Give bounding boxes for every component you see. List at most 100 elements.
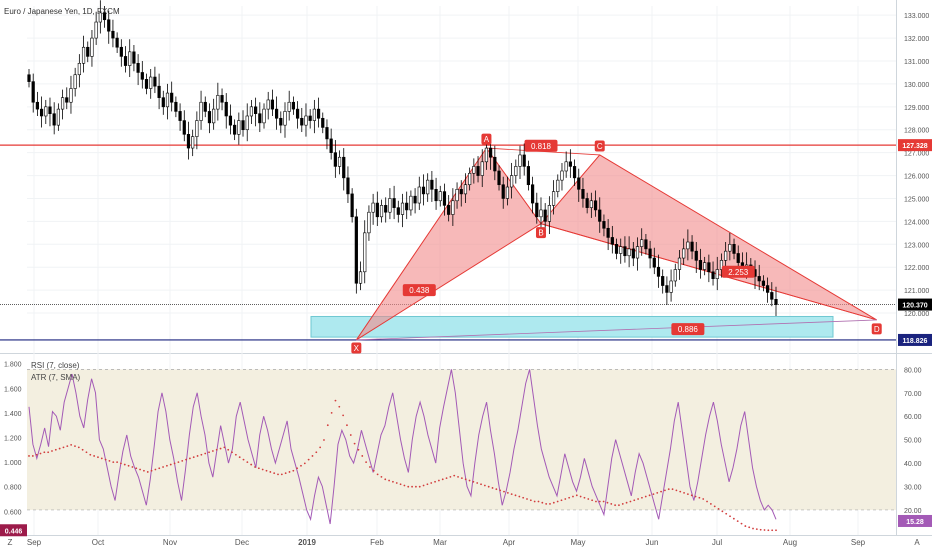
atr-dot (246, 461, 249, 464)
candle-body (123, 56, 128, 66)
candle-body (698, 260, 703, 270)
candle-body (191, 136, 195, 149)
candle-body (161, 97, 165, 108)
atr-dot (365, 461, 368, 464)
atr-dot (62, 446, 65, 449)
candle-body (547, 205, 551, 222)
candle-body (65, 97, 69, 103)
candle-body (766, 285, 770, 293)
atr-dot (775, 529, 777, 532)
candle-body (266, 99, 270, 110)
atr-dot (426, 483, 429, 486)
candle-body (593, 200, 598, 211)
candle-body (635, 246, 640, 259)
candle-body (690, 241, 694, 252)
rsi-tick-label: 40.00 (904, 461, 922, 468)
atr-dot (330, 411, 333, 414)
atr-dot (633, 499, 636, 502)
atr-dot (311, 455, 314, 457)
candle-body (149, 76, 153, 89)
atr-dot (771, 529, 774, 532)
candle-body (102, 12, 107, 21)
candle-body (468, 172, 472, 186)
atr-dot (602, 500, 605, 503)
candle-body (669, 280, 673, 293)
candle-body (203, 101, 207, 112)
atr-dot (273, 472, 276, 475)
candle-body (48, 106, 52, 114)
candle-body (472, 166, 476, 174)
atr-dot (185, 458, 187, 461)
candle-body (220, 95, 224, 103)
atr-dot (196, 455, 199, 457)
atr-dot (146, 471, 149, 473)
candle-body (510, 175, 514, 188)
candle-body (73, 74, 77, 89)
candle-body (342, 156, 346, 179)
pattern-xab-triangle (355, 147, 542, 341)
candle-body (602, 221, 606, 229)
atr-dot (468, 479, 471, 482)
ratio-badge (721, 265, 755, 278)
atr-dot (587, 498, 590, 500)
atr-dot (85, 451, 88, 454)
candle-body (652, 257, 656, 268)
candle-body (354, 216, 358, 284)
x-tick-label: Mar (433, 538, 447, 547)
atr-dot (150, 469, 153, 472)
auto-scale-icon[interactable]: A (914, 538, 920, 547)
atr-dot (641, 496, 643, 499)
atr-dot (614, 504, 617, 507)
candle-body (732, 244, 736, 254)
candle-body (224, 101, 228, 117)
atr-dot (625, 501, 628, 504)
ratio-label: 0.818 (531, 142, 552, 151)
atr-dot (698, 496, 701, 499)
y-tick-label: 125.000 (904, 196, 929, 203)
rsi-tick-label: 60.00 (904, 414, 922, 421)
atr-dot (575, 494, 578, 497)
atr-dot (254, 466, 256, 468)
candle-body (325, 127, 329, 140)
candle-body (673, 269, 677, 282)
candle-body (128, 51, 132, 66)
atr-dot (514, 494, 517, 497)
atr-dot (242, 458, 245, 461)
candle-body (665, 285, 669, 293)
atr-dot (556, 500, 559, 503)
price-pane (0, 0, 896, 341)
y-tick-label: 126.000 (904, 174, 929, 181)
atr-dot (767, 529, 770, 532)
candle-body (430, 179, 434, 190)
candle-body (392, 198, 396, 208)
atr-dot (434, 480, 436, 483)
atr-dot (472, 480, 475, 483)
atr-dot (679, 490, 682, 493)
candle-body (598, 209, 602, 222)
atr-dot (81, 448, 84, 451)
candle-body (329, 138, 333, 153)
pattern-point-badge (535, 227, 546, 239)
atr-dot (713, 505, 716, 508)
atr-dot (399, 483, 402, 486)
atr-dot (296, 467, 299, 470)
atr-dot (77, 446, 80, 449)
candle-body (111, 30, 115, 39)
y-tick-label: 120.000 (904, 311, 929, 318)
atr-dot (139, 468, 141, 471)
atr-dot (334, 399, 337, 402)
candle-body (90, 37, 94, 57)
atr-dot (683, 491, 685, 494)
candle-body (291, 101, 295, 110)
candle-body (577, 177, 581, 190)
zoom-icon[interactable]: Z (8, 538, 13, 547)
pattern-point-label: C (597, 142, 603, 151)
candle-body (212, 108, 216, 124)
atr-dot (51, 450, 53, 452)
atr-dot (215, 448, 218, 451)
atr-dot (503, 490, 505, 493)
atr-dot (549, 503, 551, 505)
y-tick-label: 133.000 (904, 13, 929, 20)
candle-body (757, 276, 761, 282)
